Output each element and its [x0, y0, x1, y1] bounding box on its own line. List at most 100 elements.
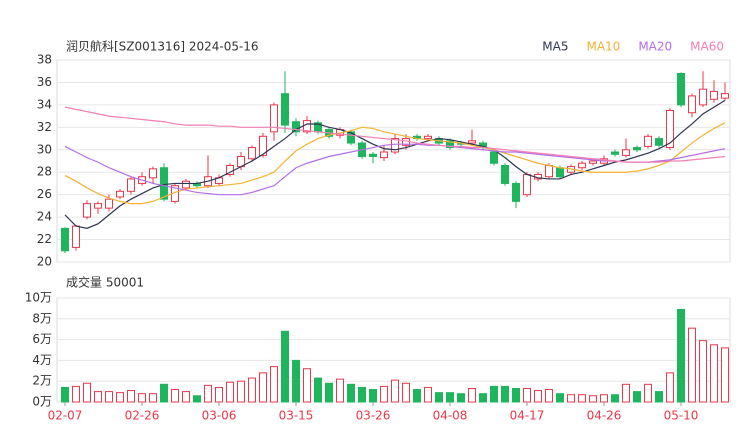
volume-bar — [457, 393, 465, 403]
candle-body — [490, 151, 498, 164]
y-tick-label: 38 — [37, 53, 52, 67]
candle-body — [281, 93, 289, 126]
y-tick-label: 30 — [37, 142, 52, 156]
volume-bar — [501, 385, 509, 403]
volume-bar — [204, 384, 212, 403]
candle-body — [501, 164, 509, 184]
volume-bar — [600, 394, 608, 403]
candle-body — [347, 131, 355, 144]
volume-bar — [369, 389, 377, 403]
candle-body — [83, 203, 91, 218]
y-tick-label: 34 — [37, 97, 52, 111]
volume-bar — [468, 387, 476, 403]
x-tick-label: 03-26 — [356, 409, 391, 423]
volume-bar — [72, 385, 80, 403]
volume-bar — [490, 385, 498, 403]
y-tick-label: 4万 — [32, 353, 52, 367]
volume-bar — [644, 383, 652, 403]
candle-body — [710, 90, 718, 100]
volume-bar — [479, 393, 487, 403]
ma-line — [64, 99, 726, 229]
volume-bar — [347, 383, 355, 403]
volume-bar — [710, 344, 718, 403]
volume-bar — [94, 391, 102, 403]
volume-bar — [567, 394, 575, 403]
candle-body — [468, 140, 476, 144]
candle-body — [105, 198, 113, 209]
candle-body — [633, 147, 641, 151]
candle-body — [248, 147, 256, 160]
candle-body — [61, 227, 69, 252]
candle-body — [270, 104, 278, 133]
volume-bar — [688, 327, 696, 403]
volume-bar — [435, 392, 443, 403]
volume-title: 成交量 50001 — [66, 275, 144, 290]
volume-bar — [512, 387, 520, 403]
volume-bar — [193, 395, 201, 403]
candle-body — [622, 149, 630, 156]
candle-body — [589, 160, 597, 164]
volume-bar — [237, 380, 245, 403]
candle-body — [446, 140, 454, 149]
volume-bar — [358, 386, 366, 403]
volume-bar — [171, 389, 179, 403]
volume-bar — [534, 390, 542, 403]
candle-body — [94, 203, 102, 209]
candle-body — [578, 162, 586, 169]
x-tick-label: 03-06 — [202, 409, 237, 423]
volume-bar — [589, 395, 597, 403]
legend-entry: MA10 — [586, 40, 620, 54]
x-tick-label: 04-17 — [510, 409, 545, 423]
ma-line — [64, 106, 726, 163]
volume-bar — [182, 391, 190, 403]
x-tick-label: 02-26 — [125, 409, 160, 423]
panel-frame — [56, 59, 731, 263]
candle-body — [545, 164, 553, 178]
volume-bar — [413, 389, 421, 403]
legend-entry: MA60 — [690, 40, 724, 54]
volume-bar — [105, 391, 113, 403]
volume-bar — [248, 377, 256, 403]
volume-bar — [545, 389, 553, 403]
y-tick-label: 28 — [37, 165, 52, 179]
volume-bar — [127, 390, 135, 403]
x-tick-label: 02-07 — [48, 409, 83, 423]
volume-bar — [314, 377, 322, 403]
volume-bar — [424, 386, 432, 403]
candle-body — [116, 190, 124, 198]
volume-bar — [61, 386, 69, 403]
candle-body — [182, 180, 190, 189]
y-tick-label: 10万 — [25, 291, 52, 305]
volume-bar — [83, 382, 91, 403]
candle-body — [149, 168, 157, 179]
volume-bar — [622, 383, 630, 403]
volume-bar — [149, 393, 157, 403]
volume-bar — [633, 391, 641, 403]
y-tick-label: 24 — [37, 210, 52, 224]
volume-bar — [721, 347, 729, 403]
chart-title: 润贝航科[SZ001316] 2024-05-16 — [66, 39, 259, 54]
y-tick-label: 0万 — [32, 395, 52, 409]
candle-body — [677, 72, 685, 106]
candle-body — [160, 167, 168, 200]
volume-bar — [336, 378, 344, 403]
volume-bar — [270, 366, 278, 403]
candle-body — [523, 173, 531, 196]
y-tick-label: 20 — [37, 255, 52, 269]
x-tick-label: 05-10 — [664, 409, 699, 423]
y-tick-label: 2万 — [32, 374, 52, 388]
x-tick-label: 04-08 — [433, 409, 468, 423]
candle-body — [292, 121, 300, 133]
y-tick-label: 8万 — [32, 311, 52, 325]
candle-body — [644, 135, 652, 147]
volume-bar — [226, 381, 234, 403]
y-tick-label: 6万 — [32, 332, 52, 346]
volume-bar — [666, 372, 674, 403]
volume-bar — [138, 393, 146, 403]
candle-body — [72, 225, 80, 248]
volume-bar — [215, 386, 223, 403]
candle-body — [512, 182, 520, 202]
volume-bar — [303, 368, 311, 403]
volume-bar — [446, 392, 454, 403]
